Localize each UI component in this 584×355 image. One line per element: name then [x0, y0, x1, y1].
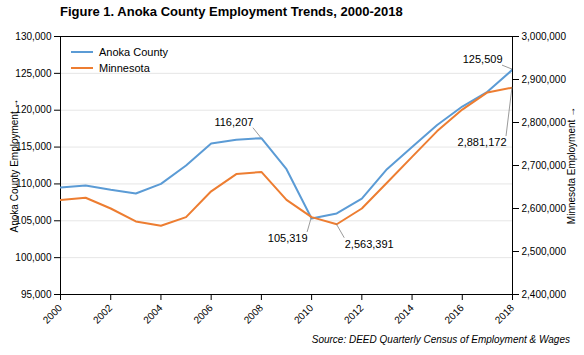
svg-text:130,000: 130,000 [15, 31, 52, 42]
svg-text:2,600,000: 2,600,000 [522, 203, 567, 214]
svg-text:2000: 2000 [41, 302, 65, 326]
svg-text:116,207: 116,207 [214, 116, 253, 128]
svg-text:100,000: 100,000 [15, 252, 52, 263]
svg-text:2002: 2002 [91, 302, 115, 326]
svg-text:2008: 2008 [242, 302, 266, 326]
svg-text:3,000,000: 3,000,000 [522, 31, 567, 42]
svg-text:2,700,000: 2,700,000 [522, 160, 567, 171]
svg-text:2010: 2010 [292, 302, 316, 326]
svg-text:Minnesota Employment →: Minnesota Employment → [566, 107, 577, 224]
svg-text:2018: 2018 [493, 302, 517, 326]
html-text:Minnesota: Minnesota [99, 62, 150, 74]
svg-text:110,000: 110,000 [16, 178, 52, 189]
svg-text:95,000: 95,000 [21, 289, 52, 300]
svg-text:2,900,000: 2,900,000 [522, 74, 567, 85]
svg-text:2,500,000: 2,500,000 [522, 246, 567, 257]
html-text:Anoka County: Anoka County [99, 46, 169, 58]
svg-text:2,881,172: 2,881,172 [458, 136, 507, 148]
svg-text:125,509: 125,509 [463, 53, 503, 65]
svg-text:2014: 2014 [392, 302, 416, 326]
html-text:Source: DEED Quarterly Census: Source: DEED Quarterly Census of Employm… [311, 334, 570, 345]
svg-text:105,319: 105,319 [268, 232, 308, 244]
svg-text:2004: 2004 [141, 302, 165, 326]
svg-text:2016: 2016 [442, 302, 466, 326]
html-text:Figure 1. Anoka County Employm: Figure 1. Anoka County Employment Trends… [60, 4, 403, 19]
svg-text:125,000: 125,000 [15, 68, 52, 79]
svg-text:Anoka County Employment →: Anoka County Employment → [9, 99, 20, 233]
svg-text:2,400,000: 2,400,000 [522, 289, 567, 300]
svg-text:2012: 2012 [342, 302, 366, 326]
svg-text:2,800,000: 2,800,000 [522, 117, 567, 128]
svg-text:105,000: 105,000 [15, 215, 52, 226]
svg-text:115,000: 115,000 [16, 141, 52, 152]
svg-text:2,563,391: 2,563,391 [345, 238, 394, 250]
svg-text:120,000: 120,000 [15, 104, 52, 115]
svg-text:2006: 2006 [191, 302, 215, 326]
